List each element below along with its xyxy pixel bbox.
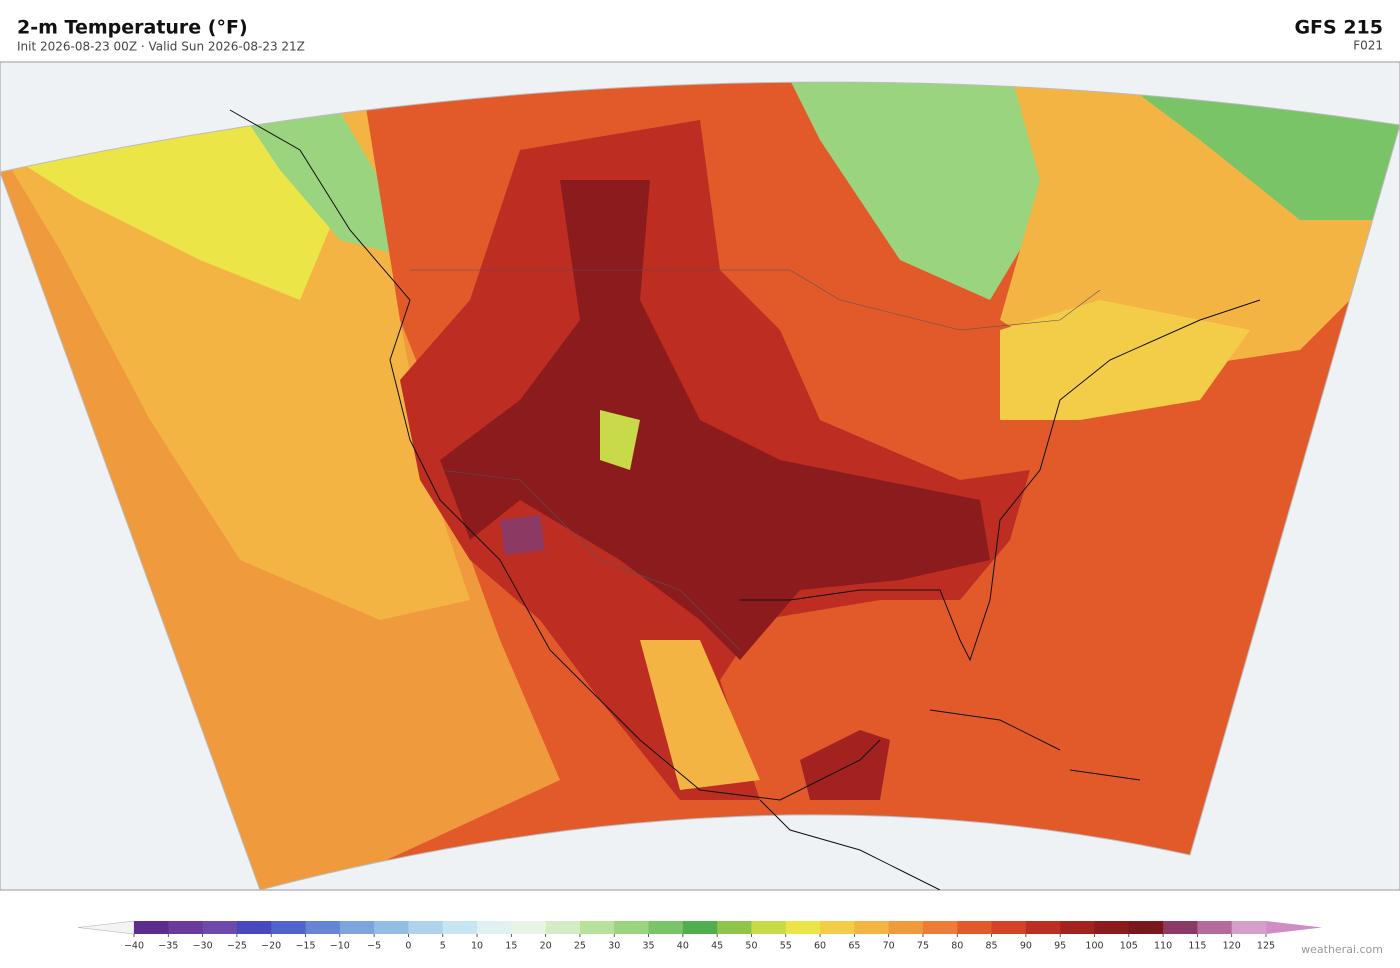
colorbar-tick-label: 45 [711,941,723,952]
model: GFS 215 [1294,17,1383,39]
colorbar-bin [614,921,650,934]
colorbar-bin [339,921,375,934]
colorbar-tick-label: 70 [883,941,895,952]
colorbar-tick-label: 110 [1154,941,1172,952]
colorbar-tick-label: −35 [158,941,178,952]
colorbar-tick-label: 30 [608,941,620,952]
colorbar-tick-label: 120 [1223,941,1241,952]
colorbar-tick-label: 5 [440,941,446,952]
colorbar-bin [1128,921,1164,934]
colorbar-bin [579,921,615,934]
colorbar-bin [1231,921,1267,934]
colorbar-bin [922,921,958,934]
colorbar-bin [648,921,684,934]
colorbar-tick-label: 50 [745,941,757,952]
credit: weatherai.com [1301,943,1383,956]
colorbar-tick-label: 75 [917,941,929,952]
colorbar-bin [957,921,993,934]
colorbar-bin [717,921,752,934]
colorbar-tick-label: −25 [227,941,247,952]
subtitle: Init 2026-08-23 00Z · Valid Sun 2026-08-… [17,40,305,54]
colorbar-tick-label: 60 [814,941,826,952]
borders [410,269,1101,651]
colorbar-bin [1060,921,1095,934]
colorbar-bin [1025,921,1061,934]
colorbar-tick-label: 65 [848,941,860,952]
colorbar-bin [168,921,204,934]
colorbar-tick-label: 35 [642,941,654,952]
colorbar-bin [820,921,855,934]
colorbar-tick-label: 40 [677,941,689,952]
colorbar-tick-label: −30 [193,941,213,952]
colorbar-bin [134,921,169,934]
colorbar-tick-label: 25 [574,941,586,952]
colorbar-bin [511,921,547,934]
colorbar-tick-label: 100 [1085,941,1103,952]
colorbar-tick-label: −20 [261,941,281,952]
colorbar-tick-label: 80 [951,941,963,952]
colorbar-bin [374,921,409,934]
colorbar-over [1266,921,1322,934]
colorbar-tick-label: 0 [405,941,411,952]
colorbar-tick-label: 85 [986,941,998,952]
colorbar-bin [785,921,821,934]
forecast-hour: F021 [1353,39,1383,53]
colorbar-tick-label: −10 [330,941,350,952]
colorbar-tick-label: 15 [505,941,517,952]
colorbar-bin [202,921,238,934]
colorbar-bin [1163,921,1198,934]
colorbar-bin [236,921,272,934]
colorbar-tick-label: 125 [1257,941,1275,952]
colorbar-tick-label: 20 [540,941,552,952]
colorbar-bin [545,921,581,934]
colorbar: −40 −35 −30 −25 −20 −15 −10 −5 0 5 10 15 20 25 30 35 40 4… [77,920,1322,952]
colorbar-bin [271,921,307,934]
colorbar-bin [682,921,718,934]
colorbar-bin [1197,921,1233,934]
colorbar-bin [442,921,478,934]
colorbar-tick-label: 55 [780,941,792,952]
colorbar-bin [305,921,341,934]
colorbar-tick-label: −5 [367,941,381,952]
colorbar-tick-label: −40 [124,941,144,952]
colorbar-bin [888,921,924,934]
coastlines [229,109,1261,890]
title: 2-m Temperature (°F) [17,17,248,39]
colorbar-bin [991,921,1027,934]
colorbar-bin [477,921,512,934]
colorbar-tick-label: 90 [1020,941,1032,952]
colorbar-tick-label: 10 [471,941,483,952]
colorbar-bin [1094,921,1130,934]
colorbar-bin [408,921,444,934]
colorbar-tick-label: 105 [1120,941,1138,952]
colorbar-tick-label: 115 [1188,941,1206,952]
colorbar-bin [751,921,787,934]
colorbar-tick-label: 95 [1054,941,1066,952]
colorbar-bin [854,921,890,934]
colorbar-under [77,920,135,935]
colorbar-tick-label: −15 [295,941,315,952]
